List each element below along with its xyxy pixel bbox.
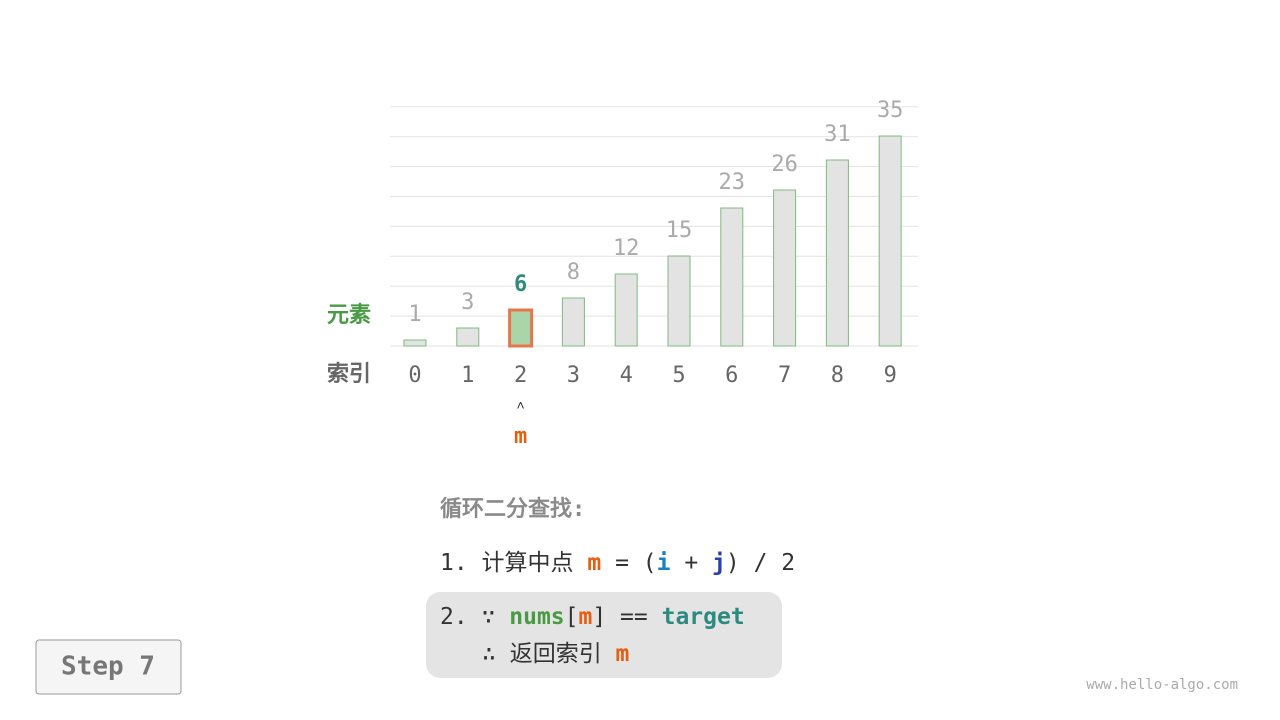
value-label: 12 <box>613 236 640 261</box>
code: ] == <box>592 604 661 630</box>
value-label: 35 <box>877 98 904 123</box>
pointer-arrow: ˄ <box>516 398 524 414</box>
code: m <box>587 550 601 576</box>
step-label: Step 7 <box>61 652 155 682</box>
code: m <box>616 641 630 667</box>
bar <box>561 297 585 347</box>
bar <box>825 159 849 347</box>
index-label: 4 <box>620 363 633 388</box>
bar <box>508 308 534 348</box>
value-label: 3 <box>461 290 474 315</box>
code: ) / 2 <box>726 550 795 576</box>
row-label: 元素 <box>327 302 371 328</box>
index-label: 9 <box>884 363 897 388</box>
value-label: 15 <box>666 218 693 243</box>
code: j <box>712 550 726 576</box>
row-label: 索引 <box>327 362 371 387</box>
steps-title: 循环二分查找: <box>440 496 585 522</box>
index-label: 2 <box>514 363 527 388</box>
code: ∴ 返回索引 <box>482 641 616 667</box>
value-label: 23 <box>719 170 746 195</box>
code: 2. ∵ <box>440 604 509 630</box>
value-label: 31 <box>824 122 851 147</box>
index-label: 6 <box>725 363 738 388</box>
code-line: 2. ∵ nums[m] == target <box>440 604 745 630</box>
code: target <box>662 604 745 630</box>
value-label: 6 <box>514 272 527 297</box>
value-label: 1 <box>408 302 421 327</box>
code: = ( <box>601 550 656 576</box>
bar <box>403 339 427 347</box>
code: + <box>671 550 713 576</box>
code: m <box>579 604 593 630</box>
code-line: 1. 计算中点 m = (i + j) / 2 <box>440 550 795 576</box>
bar <box>720 207 744 347</box>
code: nums <box>509 604 564 630</box>
bar <box>773 189 797 347</box>
index-label: 0 <box>408 363 421 388</box>
value-label: 8 <box>567 260 580 285</box>
index-label: 5 <box>672 363 685 388</box>
bar <box>878 135 902 347</box>
index-label: 3 <box>567 363 580 388</box>
code: [ <box>565 604 579 630</box>
highlight-box <box>426 592 782 678</box>
step-box <box>35 639 182 695</box>
bar <box>456 327 480 347</box>
index-label: 8 <box>831 363 844 388</box>
code: i <box>657 550 671 576</box>
code-line: ∴ 返回索引 m <box>482 641 629 667</box>
bar <box>667 255 691 347</box>
pointer-label: m <box>514 424 527 449</box>
code: 1. 计算中点 <box>440 550 587 576</box>
value-label: 26 <box>771 152 798 177</box>
watermark: www.hello-algo.com <box>1086 677 1238 693</box>
index-label: 1 <box>461 363 474 388</box>
bar <box>614 273 638 347</box>
index-label: 7 <box>778 363 791 388</box>
